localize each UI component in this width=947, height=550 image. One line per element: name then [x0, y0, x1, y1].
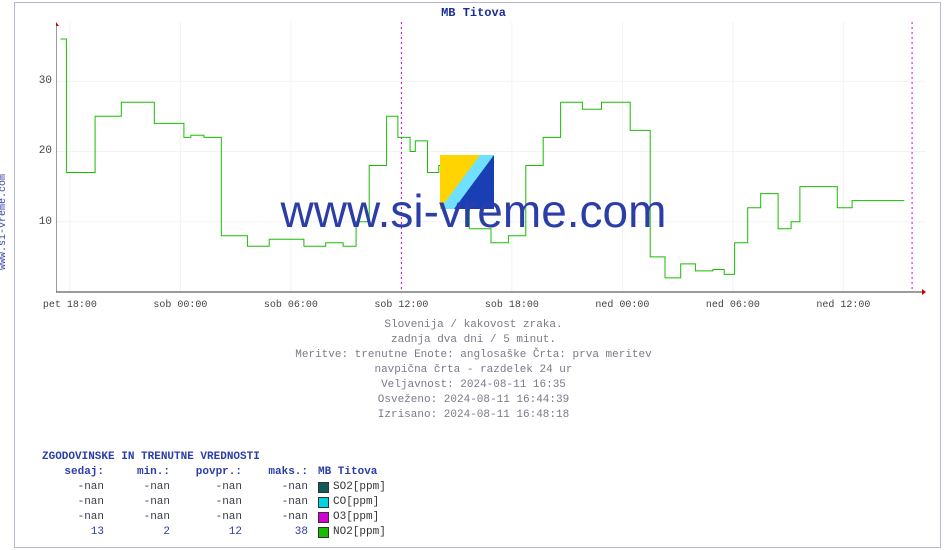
table-row: -nan-nan-nan-nanSO2[ppm] — [42, 480, 478, 495]
cell-series: NO2[ppm] — [312, 525, 478, 540]
series-label: O3[ppm] — [333, 510, 379, 525]
info-line: Veljavnost: 2024-08-11 16:35 — [0, 378, 947, 393]
col-header-series: MB Titova — [312, 465, 478, 480]
y-axis-labels: 10 20 30 — [30, 22, 52, 297]
table-row: 1321238 NO2[ppm] — [42, 525, 478, 540]
cell-sedaj: -nan — [42, 495, 108, 510]
cell-min: -nan — [108, 510, 174, 525]
table-row: -nan-nan-nan-nanO3[ppm] — [42, 510, 478, 525]
chart-info-text: Slovenija / kakovost zraka.zadnja dva dn… — [0, 318, 947, 423]
cell-series: SO2[ppm] — [312, 480, 478, 495]
cell-povpr: -nan — [174, 480, 246, 495]
x-tick-label: sob 00:00 — [153, 300, 207, 311]
cell-povpr: 12 — [174, 525, 246, 540]
x-tick-label: ned 12:00 — [816, 300, 870, 311]
cell-series: O3[ppm] — [312, 510, 478, 525]
cell-min: -nan — [108, 495, 174, 510]
y-tick-label: 30 — [39, 75, 52, 87]
series-swatch-icon — [318, 512, 329, 523]
info-line: Meritve: trenutne Enote: anglosaške Črta… — [0, 348, 947, 363]
x-tick-label: ned 06:00 — [706, 300, 760, 311]
cell-series: CO[ppm] — [312, 495, 478, 510]
cell-povpr: -nan — [174, 495, 246, 510]
info-line: navpična črta - razdelek 24 ur — [0, 363, 947, 378]
x-tick-label: pet 18:00 — [43, 300, 97, 311]
col-header-povpr: povpr.: — [174, 465, 246, 480]
cell-sedaj: 13 — [42, 525, 108, 540]
chart-title: MB Titova — [441, 6, 506, 20]
info-line: zadnja dva dni / 5 minut. — [0, 333, 947, 348]
cell-sedaj: -nan — [42, 510, 108, 525]
col-header-maks: maks.: — [246, 465, 312, 480]
cell-maks: -nan — [246, 510, 312, 525]
col-header-min: min.: — [108, 465, 174, 480]
series-swatch-icon — [318, 527, 329, 538]
chart-svg — [56, 22, 926, 297]
values-table-title: ZGODOVINSKE IN TRENUTNE VREDNOSTI — [42, 450, 478, 465]
x-tick-label: sob 12:00 — [374, 300, 428, 311]
x-tick-label: sob 18:00 — [485, 300, 539, 311]
x-axis-labels: pet 18:00sob 00:00sob 06:00sob 12:00sob … — [56, 300, 926, 314]
x-tick-label: sob 06:00 — [264, 300, 318, 311]
cell-maks: -nan — [246, 480, 312, 495]
series-label: CO[ppm] — [333, 495, 379, 510]
cell-povpr: -nan — [174, 510, 246, 525]
series-label: SO2[ppm] — [333, 480, 386, 495]
y-tick-label: 10 — [39, 216, 52, 228]
side-credit-text: www.si-vreme.com — [0, 174, 9, 270]
series-swatch-icon — [318, 482, 329, 493]
values-table: ZGODOVINSKE IN TRENUTNE VREDNOSTI sedaj:… — [42, 450, 478, 540]
cell-maks: 38 — [246, 525, 312, 540]
info-line: Slovenija / kakovost zraka. — [0, 318, 947, 333]
info-line: Izrisano: 2024-08-11 16:48:18 — [0, 408, 947, 423]
cell-min: 2 — [108, 525, 174, 540]
cell-min: -nan — [108, 480, 174, 495]
series-swatch-icon — [318, 497, 329, 508]
values-table-header: sedaj: min.: povpr.: maks.: MB Titova — [42, 465, 478, 480]
chart-plot-area — [56, 22, 926, 297]
y-tick-label: 20 — [39, 145, 52, 157]
series-label: NO2[ppm] — [333, 525, 386, 540]
cell-sedaj: -nan — [42, 480, 108, 495]
col-header-sedaj: sedaj: — [42, 465, 108, 480]
x-tick-label: ned 00:00 — [595, 300, 649, 311]
table-row: -nan-nan-nan-nanCO[ppm] — [42, 495, 478, 510]
cell-maks: -nan — [246, 495, 312, 510]
info-line: Osveženo: 2024-08-11 16:44:39 — [0, 393, 947, 408]
